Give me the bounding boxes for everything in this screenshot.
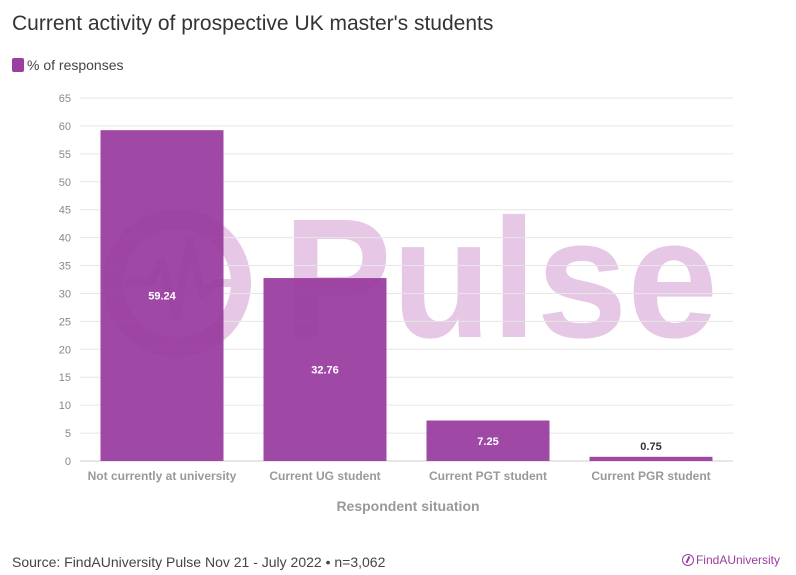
data-label: 32.76 xyxy=(311,365,339,377)
y-tick-label: 65 xyxy=(59,93,71,105)
logo-icon xyxy=(681,554,694,566)
x-tick-label: Current PGR student xyxy=(591,469,710,483)
y-tick-label: 50 xyxy=(59,177,71,189)
bar[interactable] xyxy=(589,456,713,461)
legend-label: % of responses xyxy=(27,57,124,73)
x-axis-ticks: Not currently at university Current UG st… xyxy=(88,469,711,483)
y-tick-label: 5 xyxy=(65,428,71,440)
y-tick-label: 45 xyxy=(59,205,71,217)
bar[interactable] xyxy=(426,420,550,461)
y-tick-label: 60 xyxy=(59,121,71,133)
source-note: Source: FindAUniversity Pulse Nov 21 - J… xyxy=(12,554,386,570)
y-tick-label: 10 xyxy=(59,400,71,412)
chart-legend: % of responses xyxy=(12,57,124,73)
y-tick-label: 35 xyxy=(59,261,71,273)
findauniversity-logo[interactable]: FindAUniversity xyxy=(681,553,780,567)
logo-text: FindAUniversity xyxy=(695,553,780,567)
x-tick-label: Current PGT student xyxy=(429,469,547,483)
y-tick-label: 40 xyxy=(59,233,71,245)
x-axis-title: Respondent situation xyxy=(336,498,479,514)
data-label: 7.25 xyxy=(477,436,498,448)
y-tick-label: 15 xyxy=(59,372,71,384)
data-label: 59.24 xyxy=(148,291,176,303)
bars: 59.24 32.76 7.25 0.75 xyxy=(100,130,713,461)
bar[interactable] xyxy=(263,278,387,461)
chart-title: Current activity of prospective UK maste… xyxy=(12,12,494,35)
y-tick-label: 0 xyxy=(65,456,71,468)
y-axis-ticks: 0 5 10 15 20 25 30 35 40 45 50 55 60 65 xyxy=(59,93,71,468)
legend-swatch xyxy=(12,58,24,72)
bar[interactable] xyxy=(100,130,224,461)
y-tick-label: 25 xyxy=(59,316,71,328)
y-tick-label: 55 xyxy=(59,149,71,161)
x-tick-label: Current UG student xyxy=(269,469,380,483)
y-tick-label: 30 xyxy=(59,288,71,300)
y-tick-label: 20 xyxy=(59,344,71,356)
data-label: 0.75 xyxy=(640,441,661,453)
x-tick-label: Not currently at university xyxy=(88,469,237,483)
